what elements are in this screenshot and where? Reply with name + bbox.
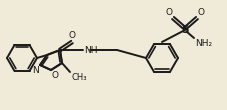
Text: O: O [69, 31, 76, 40]
Text: O: O [198, 8, 205, 17]
Text: O: O [165, 8, 172, 17]
Text: CH₃: CH₃ [71, 73, 86, 82]
Text: N: N [32, 66, 39, 75]
Text: O: O [52, 71, 59, 80]
Text: NH₂: NH₂ [195, 39, 212, 48]
Text: S: S [181, 25, 189, 35]
Text: NH: NH [84, 46, 98, 54]
